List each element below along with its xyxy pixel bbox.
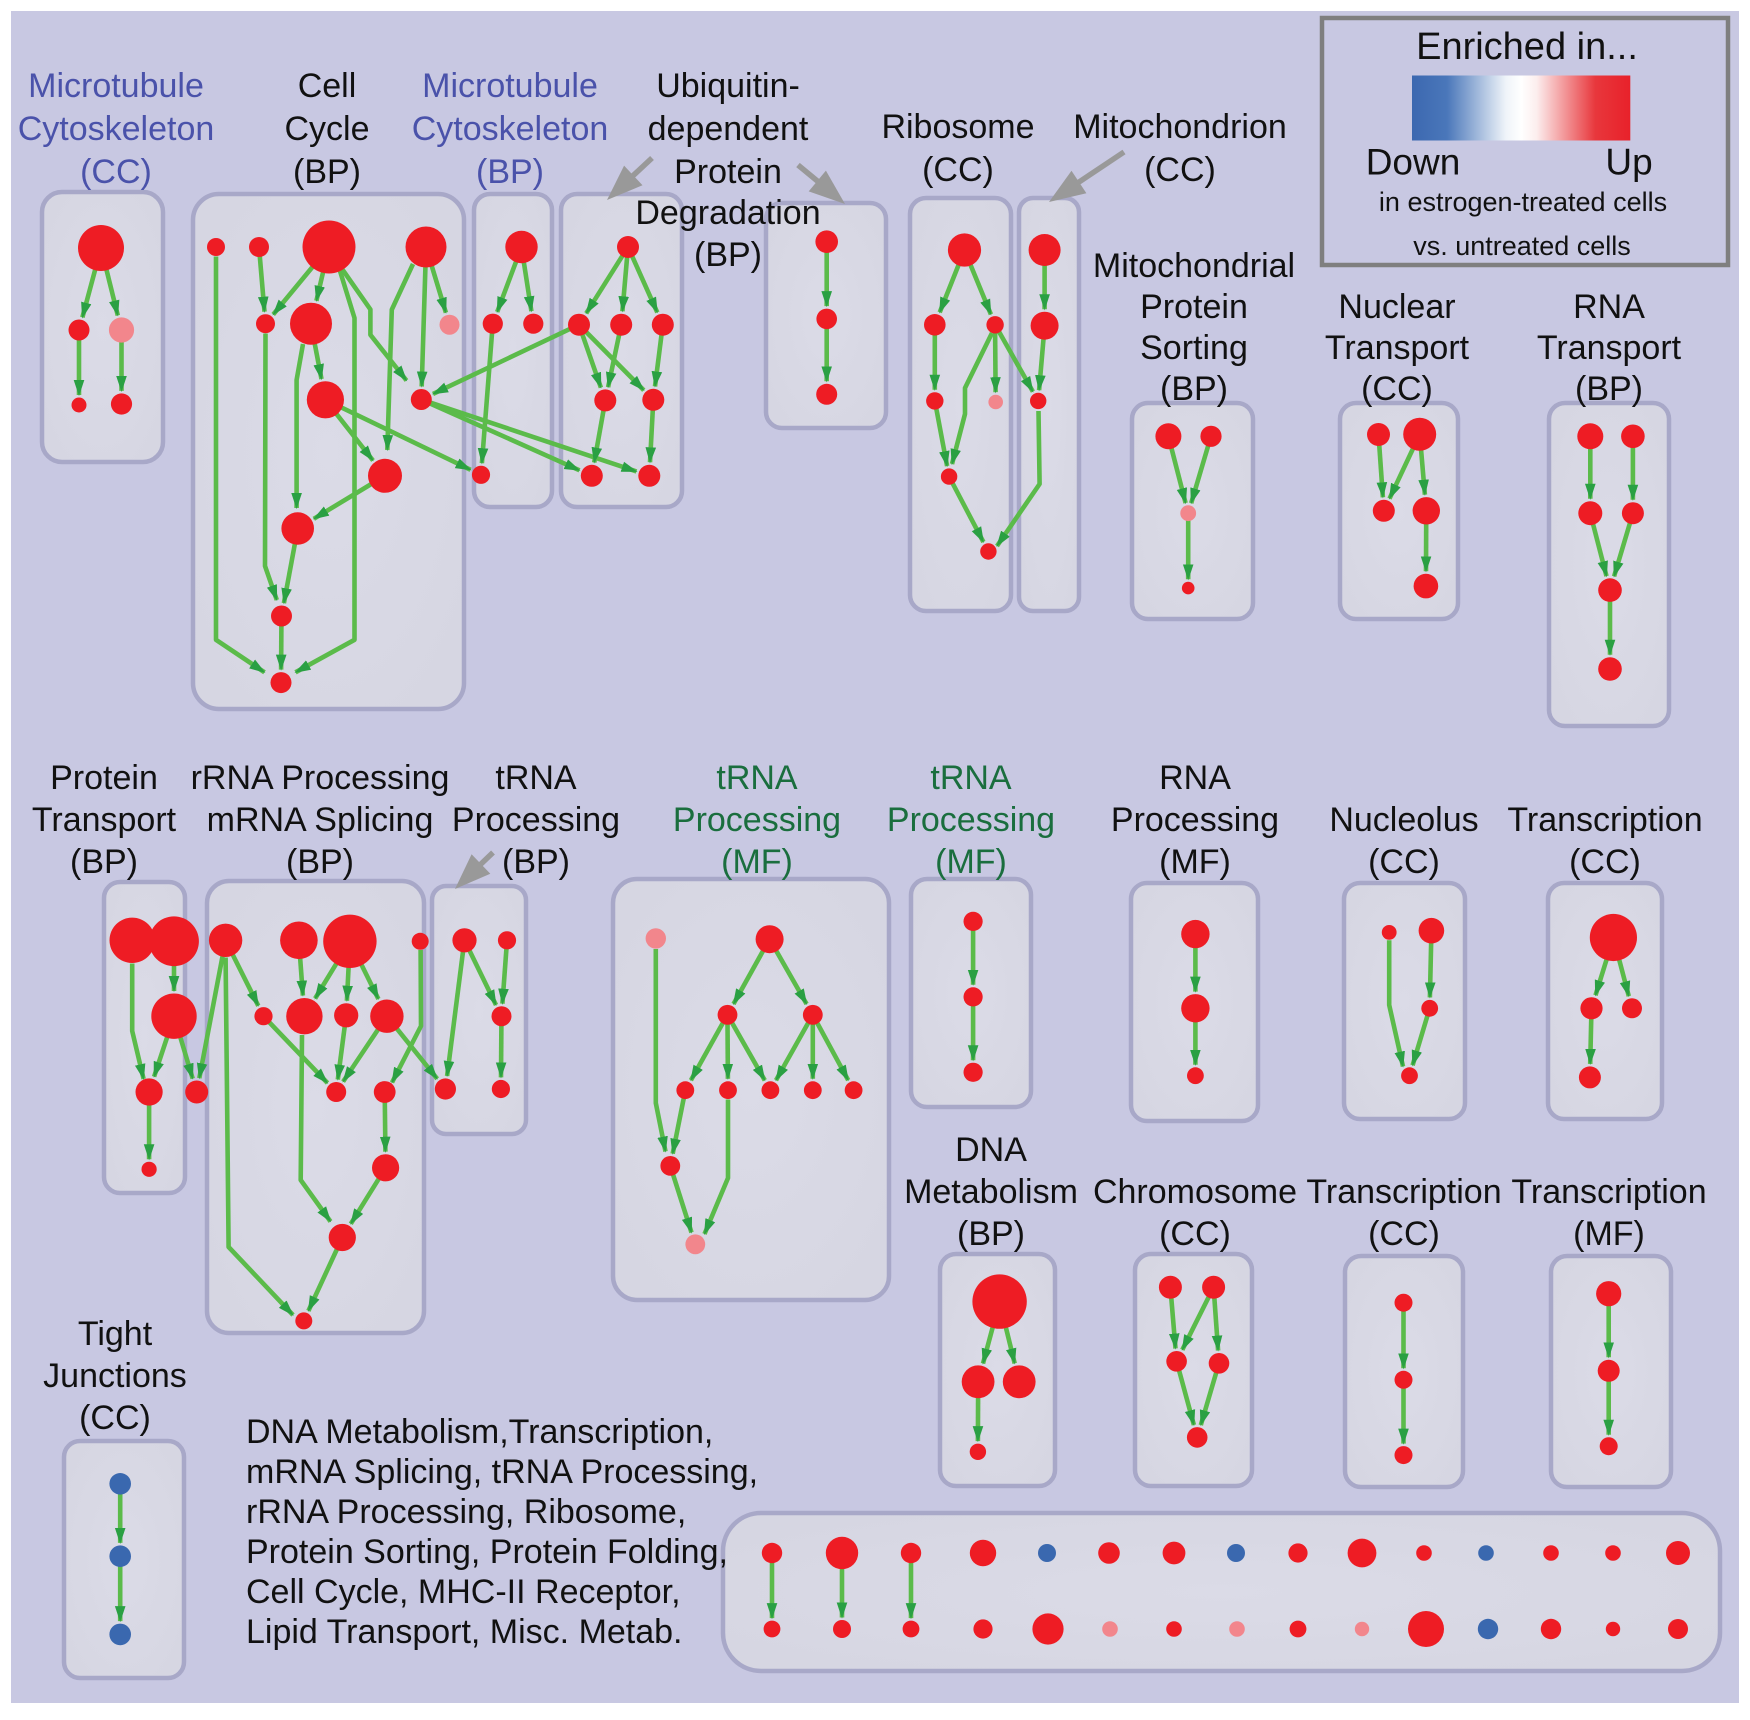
svg-text:(CC): (CC) bbox=[79, 1399, 151, 1437]
svg-text:(CC): (CC) bbox=[1368, 843, 1440, 881]
svg-text:Protein: Protein bbox=[674, 153, 782, 191]
svg-text:Microtubule: Microtubule bbox=[422, 67, 598, 105]
svg-text:Up: Up bbox=[1605, 141, 1652, 182]
svg-text:Nucleolus: Nucleolus bbox=[1329, 801, 1478, 839]
svg-text:(BP): (BP) bbox=[502, 843, 570, 881]
svg-text:Processing: Processing bbox=[887, 801, 1055, 839]
svg-text:Cytoskeleton: Cytoskeleton bbox=[412, 110, 609, 148]
svg-text:Transcription: Transcription bbox=[1507, 801, 1702, 839]
svg-text:Transport: Transport bbox=[1537, 329, 1682, 367]
svg-text:DNA Metabolism,Transcription,: DNA Metabolism,Transcription, bbox=[246, 1413, 713, 1451]
svg-text:(BP): (BP) bbox=[476, 153, 544, 191]
svg-text:Protein Sorting, Protein Foldi: Protein Sorting, Protein Folding, bbox=[246, 1533, 728, 1571]
svg-text:(CC): (CC) bbox=[922, 151, 994, 189]
svg-text:Transport: Transport bbox=[32, 801, 177, 839]
svg-text:(MF): (MF) bbox=[1573, 1215, 1645, 1253]
svg-text:(CC): (CC) bbox=[1368, 1215, 1440, 1253]
svg-text:vs. untreated cells: vs. untreated cells bbox=[1413, 231, 1631, 261]
svg-text:Sorting: Sorting bbox=[1140, 329, 1248, 367]
svg-text:Degradation: Degradation bbox=[635, 194, 820, 232]
svg-text:(MF): (MF) bbox=[721, 843, 793, 881]
svg-text:tRNA: tRNA bbox=[716, 759, 798, 797]
svg-text:(BP): (BP) bbox=[286, 843, 354, 881]
svg-text:mRNA Splicing: mRNA Splicing bbox=[207, 801, 434, 839]
svg-text:Protein: Protein bbox=[50, 759, 158, 797]
svg-text:Transport: Transport bbox=[1325, 329, 1470, 367]
svg-text:in estrogen-treated cells: in estrogen-treated cells bbox=[1379, 187, 1667, 217]
svg-text:Cycle: Cycle bbox=[284, 110, 369, 148]
svg-text:Enriched in...: Enriched in... bbox=[1416, 26, 1638, 68]
svg-text:Processing: Processing bbox=[1111, 801, 1279, 839]
svg-text:dependent: dependent bbox=[648, 110, 809, 148]
svg-text:Microtubule: Microtubule bbox=[28, 67, 204, 105]
svg-text:(CC): (CC) bbox=[1159, 1215, 1231, 1253]
svg-text:tRNA: tRNA bbox=[930, 759, 1012, 797]
svg-text:Junctions: Junctions bbox=[43, 1357, 187, 1395]
svg-text:Down: Down bbox=[1366, 141, 1461, 182]
svg-text:Ribosome: Ribosome bbox=[881, 108, 1034, 146]
svg-text:mRNA Splicing, tRNA Processing: mRNA Splicing, tRNA Processing, bbox=[246, 1453, 758, 1491]
svg-text:(BP): (BP) bbox=[1575, 370, 1643, 408]
svg-text:(BP): (BP) bbox=[70, 843, 138, 881]
svg-text:(CC): (CC) bbox=[1144, 151, 1216, 189]
svg-text:(BP): (BP) bbox=[1160, 370, 1228, 408]
svg-text:(CC): (CC) bbox=[80, 153, 152, 191]
svg-text:rRNA Processing, Ribosome,: rRNA Processing, Ribosome, bbox=[246, 1493, 686, 1531]
svg-text:Transcription: Transcription bbox=[1306, 1173, 1501, 1211]
svg-text:Cell: Cell bbox=[298, 67, 357, 105]
svg-text:Metabolism: Metabolism bbox=[904, 1173, 1078, 1211]
svg-text:tRNA: tRNA bbox=[495, 759, 577, 797]
svg-text:Mitochondrial: Mitochondrial bbox=[1093, 247, 1295, 285]
svg-text:DNA: DNA bbox=[955, 1131, 1027, 1169]
svg-text:Lipid Transport, Misc. Metab.: Lipid Transport, Misc. Metab. bbox=[246, 1613, 683, 1651]
svg-text:rRNA Processing: rRNA Processing bbox=[191, 759, 450, 797]
svg-text:(MF): (MF) bbox=[1159, 843, 1231, 881]
svg-text:Processing: Processing bbox=[673, 801, 841, 839]
svg-text:Cell Cycle, MHC-II Receptor,: Cell Cycle, MHC-II Receptor, bbox=[246, 1573, 681, 1611]
svg-text:Tight: Tight bbox=[78, 1315, 153, 1353]
svg-text:(CC): (CC) bbox=[1361, 370, 1433, 408]
svg-text:Mitochondrion: Mitochondrion bbox=[1073, 108, 1287, 146]
svg-text:(BP): (BP) bbox=[694, 236, 762, 274]
svg-text:RNA: RNA bbox=[1159, 759, 1231, 797]
svg-text:Ubiquitin-: Ubiquitin- bbox=[656, 67, 800, 105]
svg-text:(CC): (CC) bbox=[1569, 843, 1641, 881]
svg-text:Processing: Processing bbox=[452, 801, 620, 839]
svg-text:Chromosome: Chromosome bbox=[1093, 1173, 1297, 1211]
svg-text:Cytoskeleton: Cytoskeleton bbox=[18, 110, 215, 148]
svg-text:Protein: Protein bbox=[1140, 288, 1248, 326]
svg-text:Transcription: Transcription bbox=[1511, 1173, 1706, 1211]
svg-text:(BP): (BP) bbox=[293, 153, 361, 191]
svg-text:(MF): (MF) bbox=[935, 843, 1007, 881]
svg-text:Nuclear: Nuclear bbox=[1338, 288, 1455, 326]
svg-text:RNA: RNA bbox=[1573, 288, 1645, 326]
svg-text:(BP): (BP) bbox=[957, 1215, 1025, 1253]
